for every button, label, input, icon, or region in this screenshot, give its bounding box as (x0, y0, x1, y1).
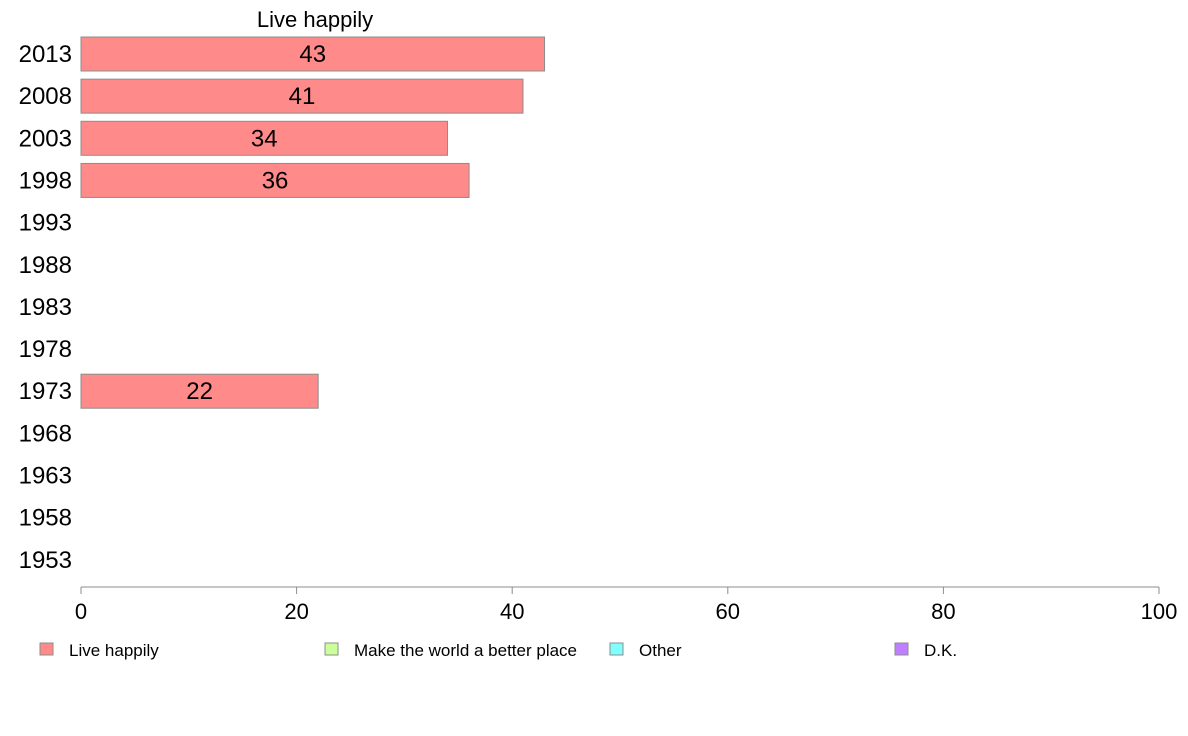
data-label: 34 (251, 125, 278, 152)
legend-label: Other (639, 641, 682, 660)
legend-label: Live happily (69, 641, 159, 660)
x-tick-label: 60 (716, 599, 740, 624)
category-label: 2013 (19, 41, 72, 68)
data-label: 43 (299, 41, 326, 68)
category-label: 2003 (19, 125, 72, 152)
legend-label: Make the world a better place (354, 641, 577, 660)
category-label: 1968 (19, 420, 72, 447)
category-label: 1973 (19, 378, 72, 405)
category-label: 1998 (19, 167, 72, 194)
bar (80, 162, 470, 198)
category-label: 1983 (19, 294, 72, 321)
chart-title: Live happily (257, 7, 373, 32)
category-label: 2008 (19, 83, 72, 110)
data-label: 22 (186, 378, 213, 405)
x-tick-label: 0 (75, 599, 87, 624)
legend: Live happily Make the world a better plac… (39, 641, 957, 660)
x-tick-label: 40 (500, 599, 524, 624)
category-label: 1958 (19, 505, 72, 532)
category-label: 1988 (19, 252, 72, 279)
x-tick-label: 80 (931, 599, 955, 624)
category-labels: 2013 2008 2003 1998 1993 1988 1983 1978 1973 1968… (19, 41, 72, 574)
category-label: 1953 (19, 547, 72, 574)
legend-swatch (324, 642, 339, 656)
x-tick-label: 20 (284, 599, 308, 624)
bar (80, 120, 449, 156)
category-label: 1963 (19, 463, 72, 490)
x-tick-label: 100 (1141, 599, 1178, 624)
bar (80, 373, 319, 409)
data-label: 41 (289, 83, 316, 110)
legend-swatch (39, 642, 54, 656)
category-label: 1993 (19, 210, 72, 237)
legend-swatch (609, 642, 624, 656)
category-label: 1978 (19, 336, 72, 363)
data-label: 36 (262, 167, 289, 194)
legend-swatch (894, 642, 909, 656)
x-axis: 0 20 40 60 80 100 (75, 586, 1178, 624)
legend-label: D.K. (924, 641, 957, 660)
bar (80, 78, 524, 114)
bar (80, 36, 546, 72)
bars: 43 41 34 36 22 (80, 36, 546, 409)
